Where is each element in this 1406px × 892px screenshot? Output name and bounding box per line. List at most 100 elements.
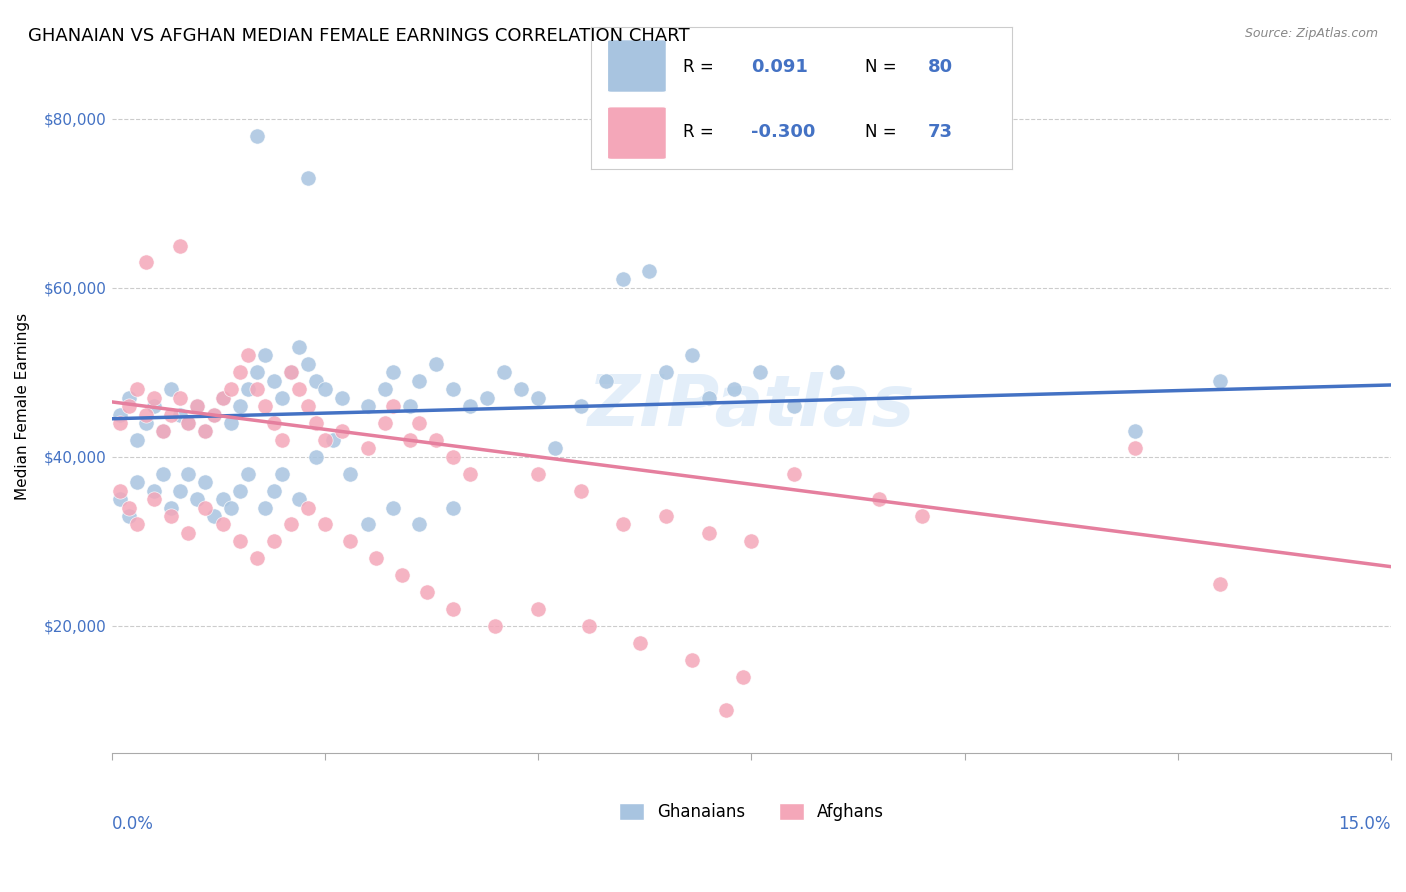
Point — [382, 365, 405, 379]
Point — [297, 357, 319, 371]
Point — [458, 467, 481, 481]
Text: GHANAIAN VS AFGHAN MEDIAN FEMALE EARNINGS CORRELATION CHART: GHANAIAN VS AFGHAN MEDIAN FEMALE EARNING… — [28, 27, 690, 45]
Point — [416, 585, 439, 599]
Point — [374, 416, 396, 430]
Point — [638, 264, 661, 278]
Point — [160, 408, 183, 422]
Point — [186, 491, 208, 506]
Point — [118, 399, 141, 413]
Point — [143, 399, 166, 413]
Point — [127, 382, 149, 396]
Point — [748, 365, 770, 379]
Point — [236, 348, 259, 362]
Point — [305, 374, 328, 388]
Point — [314, 433, 336, 447]
Point — [305, 450, 328, 464]
Point — [697, 525, 720, 540]
Text: R =: R = — [683, 58, 714, 76]
Point — [177, 416, 200, 430]
FancyBboxPatch shape — [607, 107, 666, 160]
Point — [135, 416, 157, 430]
Point — [135, 255, 157, 269]
Point — [246, 551, 269, 566]
Point — [152, 467, 174, 481]
Point — [911, 508, 934, 523]
Point — [127, 433, 149, 447]
Point — [177, 525, 200, 540]
Point — [280, 365, 302, 379]
Point — [211, 391, 233, 405]
Point — [825, 365, 848, 379]
Point — [246, 382, 269, 396]
Point — [297, 399, 319, 413]
Point — [288, 491, 311, 506]
Point — [135, 408, 157, 422]
Point — [527, 391, 550, 405]
Point — [263, 534, 285, 549]
Point — [783, 467, 806, 481]
Point — [364, 551, 387, 566]
Point — [714, 703, 737, 717]
Text: 0.091: 0.091 — [751, 58, 807, 76]
Point — [219, 500, 242, 515]
Point — [484, 619, 506, 633]
Point — [330, 391, 353, 405]
Point — [578, 619, 600, 633]
Point — [143, 391, 166, 405]
Point — [408, 517, 430, 532]
Point — [510, 382, 533, 396]
Point — [339, 467, 361, 481]
Point — [194, 425, 217, 439]
Point — [152, 425, 174, 439]
Point — [118, 500, 141, 515]
Point — [219, 416, 242, 430]
Text: 73: 73 — [928, 123, 953, 141]
Point — [271, 467, 294, 481]
Point — [1123, 425, 1146, 439]
Point — [271, 391, 294, 405]
Point — [211, 491, 233, 506]
Point — [655, 508, 678, 523]
Legend: Ghanaians, Afghans: Ghanaians, Afghans — [612, 796, 890, 828]
Point — [441, 602, 464, 616]
Point — [314, 517, 336, 532]
Point — [271, 433, 294, 447]
Point — [202, 408, 225, 422]
Text: N =: N = — [865, 58, 896, 76]
Point — [169, 483, 191, 498]
Point — [118, 508, 141, 523]
Point — [1209, 576, 1232, 591]
Point — [630, 636, 652, 650]
Point — [697, 391, 720, 405]
Point — [177, 416, 200, 430]
Point — [211, 517, 233, 532]
Point — [160, 508, 183, 523]
Y-axis label: Median Female Earnings: Median Female Earnings — [15, 312, 30, 500]
Point — [441, 500, 464, 515]
Point — [305, 416, 328, 430]
Point — [194, 425, 217, 439]
Point — [263, 374, 285, 388]
Point — [356, 399, 378, 413]
Point — [194, 500, 217, 515]
Point — [297, 170, 319, 185]
Point — [391, 568, 413, 582]
Point — [382, 500, 405, 515]
Point — [492, 365, 515, 379]
Point — [595, 374, 617, 388]
Point — [246, 365, 269, 379]
Point — [314, 382, 336, 396]
Point — [108, 416, 131, 430]
Point — [202, 408, 225, 422]
Point — [1123, 442, 1146, 456]
Point — [681, 652, 703, 666]
Point — [527, 602, 550, 616]
Point — [228, 399, 250, 413]
Text: R =: R = — [683, 123, 714, 141]
Point — [194, 475, 217, 490]
Point — [783, 399, 806, 413]
Point — [399, 399, 422, 413]
Point — [740, 534, 762, 549]
Point — [655, 365, 678, 379]
Text: ZIPatlas: ZIPatlas — [588, 372, 915, 441]
